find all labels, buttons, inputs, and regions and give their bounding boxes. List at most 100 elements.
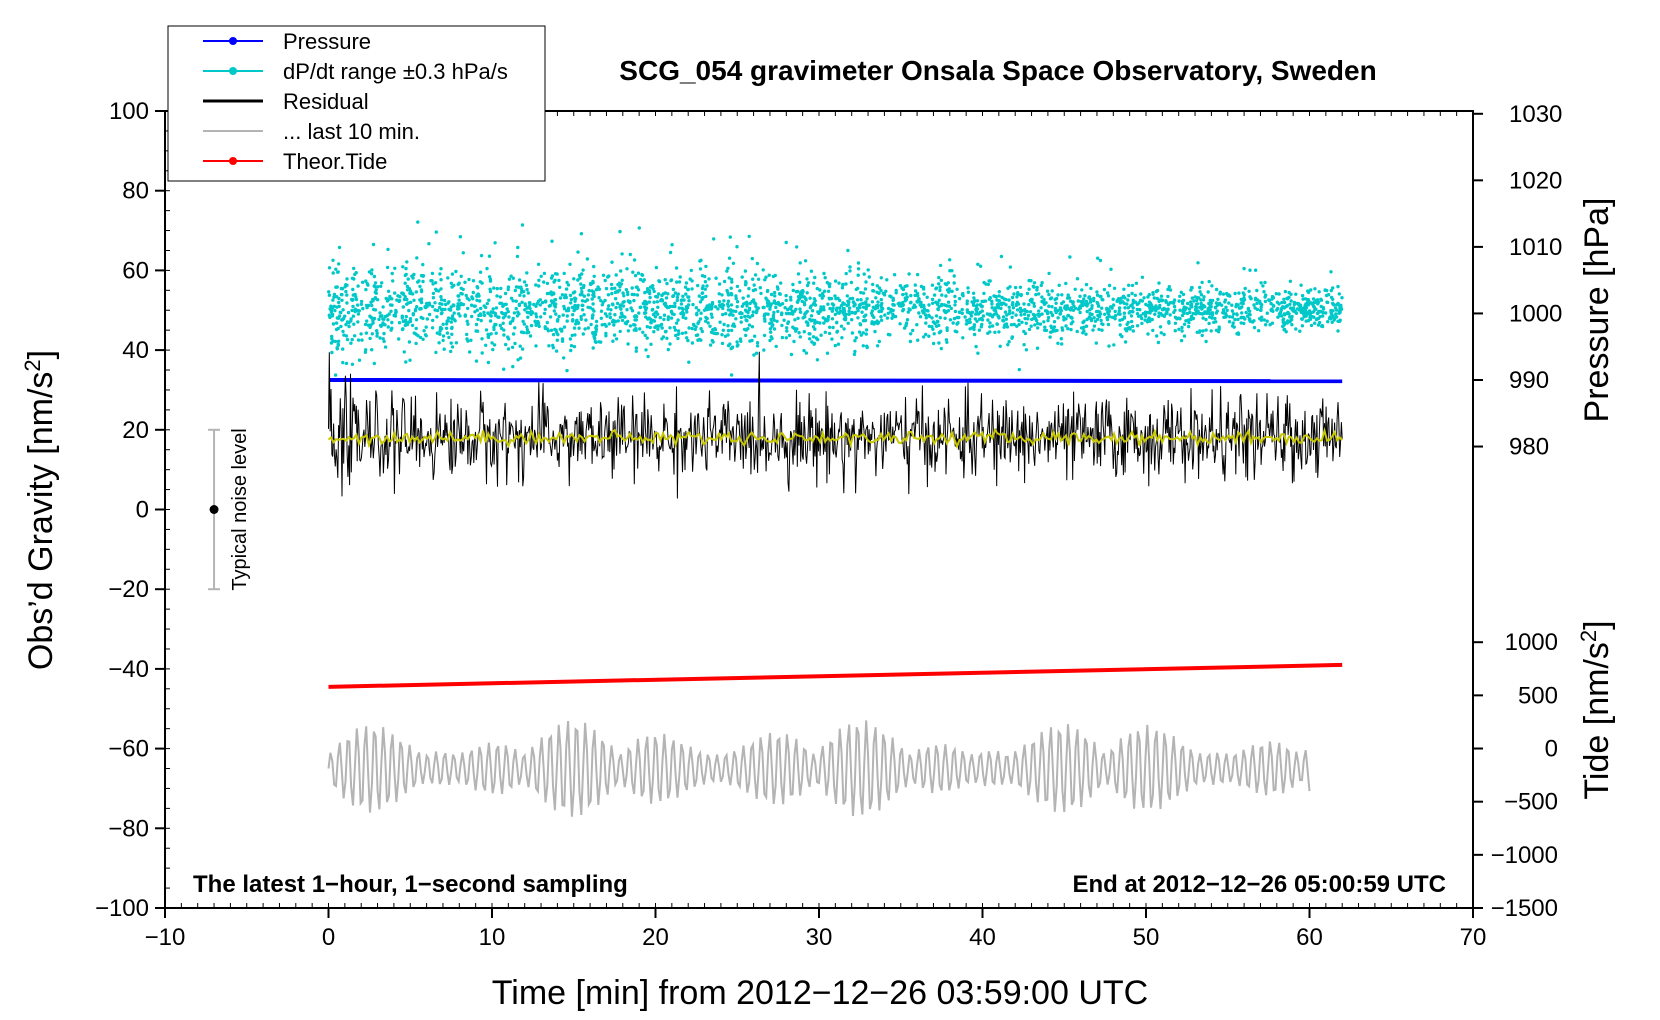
dpdt-point (613, 320, 618, 324)
dpdt-point (1020, 320, 1024, 324)
dpdt-point (569, 297, 574, 302)
dpdt-point (1133, 293, 1138, 297)
dpdt-point (1235, 313, 1239, 317)
dpdt-point (883, 313, 887, 317)
dpdt-point (695, 313, 699, 317)
dpdt-point (449, 281, 453, 285)
x-tick-label: 30 (806, 924, 833, 951)
dpdt-point (950, 289, 954, 293)
dpdt-point (1255, 301, 1259, 306)
dpdt-point (1071, 301, 1075, 306)
dpdt-point (1223, 298, 1228, 302)
dpdt-point (784, 293, 788, 298)
dpdt-point (677, 306, 681, 310)
dpdt-point (521, 289, 526, 294)
dpdt-point (1175, 317, 1179, 321)
dpdt-point (359, 299, 364, 304)
dpdt-point (981, 314, 986, 318)
dpdt-point (528, 301, 532, 305)
dpdt-point (1095, 290, 1099, 294)
dpdt-point (1186, 301, 1190, 306)
dpdt-point (664, 296, 669, 300)
dpdt-point (927, 313, 931, 317)
dpdt-point (822, 321, 826, 325)
dpdt-point (864, 280, 868, 284)
dpdt-point (1313, 287, 1317, 291)
dpdt-point (610, 260, 614, 264)
dpdt-point (603, 298, 607, 303)
dpdt-point (1156, 340, 1161, 345)
dpdt-point (1026, 313, 1031, 318)
dpdt-point (463, 314, 467, 318)
dpdt-point (965, 299, 969, 303)
dpdt-point (1329, 310, 1333, 315)
dpdt-point (924, 316, 928, 320)
dpdt-point (681, 315, 685, 319)
dpdt-point (579, 317, 583, 321)
dpdt-point (675, 295, 680, 300)
dpdt-point (750, 325, 755, 329)
dpdt-point (341, 347, 345, 351)
dpdt-point (591, 293, 595, 297)
dpdt-point (716, 307, 720, 311)
dpdt-point (1292, 302, 1297, 307)
dpdt-point (971, 291, 976, 295)
dpdt-point (1026, 317, 1030, 321)
dpdt-point (700, 291, 705, 295)
dpdt-point (1166, 294, 1170, 299)
dpdt-point (366, 303, 371, 308)
dpdt-point (850, 296, 855, 301)
pressure-tick-label: 1000 (1509, 300, 1562, 327)
dpdt-point (1216, 297, 1220, 301)
dpdt-point (459, 286, 463, 290)
dpdt-point (403, 318, 408, 322)
dpdt-point (1295, 307, 1300, 311)
dpdt-point (1102, 287, 1107, 292)
dpdt-point (664, 329, 668, 334)
dpdt-point (394, 310, 398, 314)
dpdt-point (1331, 297, 1335, 301)
dpdt-point (1042, 302, 1047, 306)
dpdt-point (375, 298, 380, 302)
dpdt-point (361, 280, 365, 284)
dpdt-point (892, 273, 897, 277)
dpdt-point (456, 302, 460, 306)
dpdt-point (1191, 311, 1196, 316)
dpdt-point (1160, 298, 1165, 302)
dpdt-point (350, 308, 354, 313)
dpdt-point (1207, 301, 1211, 306)
dpdt-point (424, 325, 428, 329)
dpdt-point (1087, 316, 1091, 320)
dpdt-point (1031, 284, 1036, 288)
dpdt-point (1037, 309, 1041, 313)
dpdt-point (706, 321, 710, 325)
dpdt-point (1264, 293, 1268, 297)
dpdt-point (841, 283, 845, 287)
dpdt-point (1037, 292, 1041, 296)
dpdt-point (726, 324, 730, 328)
dpdt-point (1095, 317, 1100, 322)
dpdt-point (1032, 313, 1037, 318)
dpdt-point (1088, 308, 1092, 312)
dpdt-point (752, 353, 756, 357)
dpdt-point (1011, 311, 1015, 315)
dpdt-point (535, 301, 539, 306)
dpdt-point (1186, 324, 1191, 329)
dpdt-point (1107, 344, 1111, 348)
dpdt-point (592, 274, 596, 278)
dpdt-point (425, 317, 429, 321)
dpdt-point (1032, 316, 1036, 321)
dpdt-point (785, 326, 789, 330)
dpdt-point (1277, 292, 1281, 296)
dpdt-point (1100, 328, 1104, 332)
dpdt-point (1082, 297, 1086, 301)
dpdt-point (789, 298, 793, 302)
dpdt-point (568, 293, 573, 298)
dpdt-point (597, 296, 601, 300)
dpdt-point (809, 269, 814, 273)
dpdt-point (875, 344, 880, 348)
dpdt-point (685, 336, 689, 340)
dpdt-point (330, 312, 335, 317)
dpdt-point (534, 344, 538, 348)
legend-box (167, 25, 546, 182)
